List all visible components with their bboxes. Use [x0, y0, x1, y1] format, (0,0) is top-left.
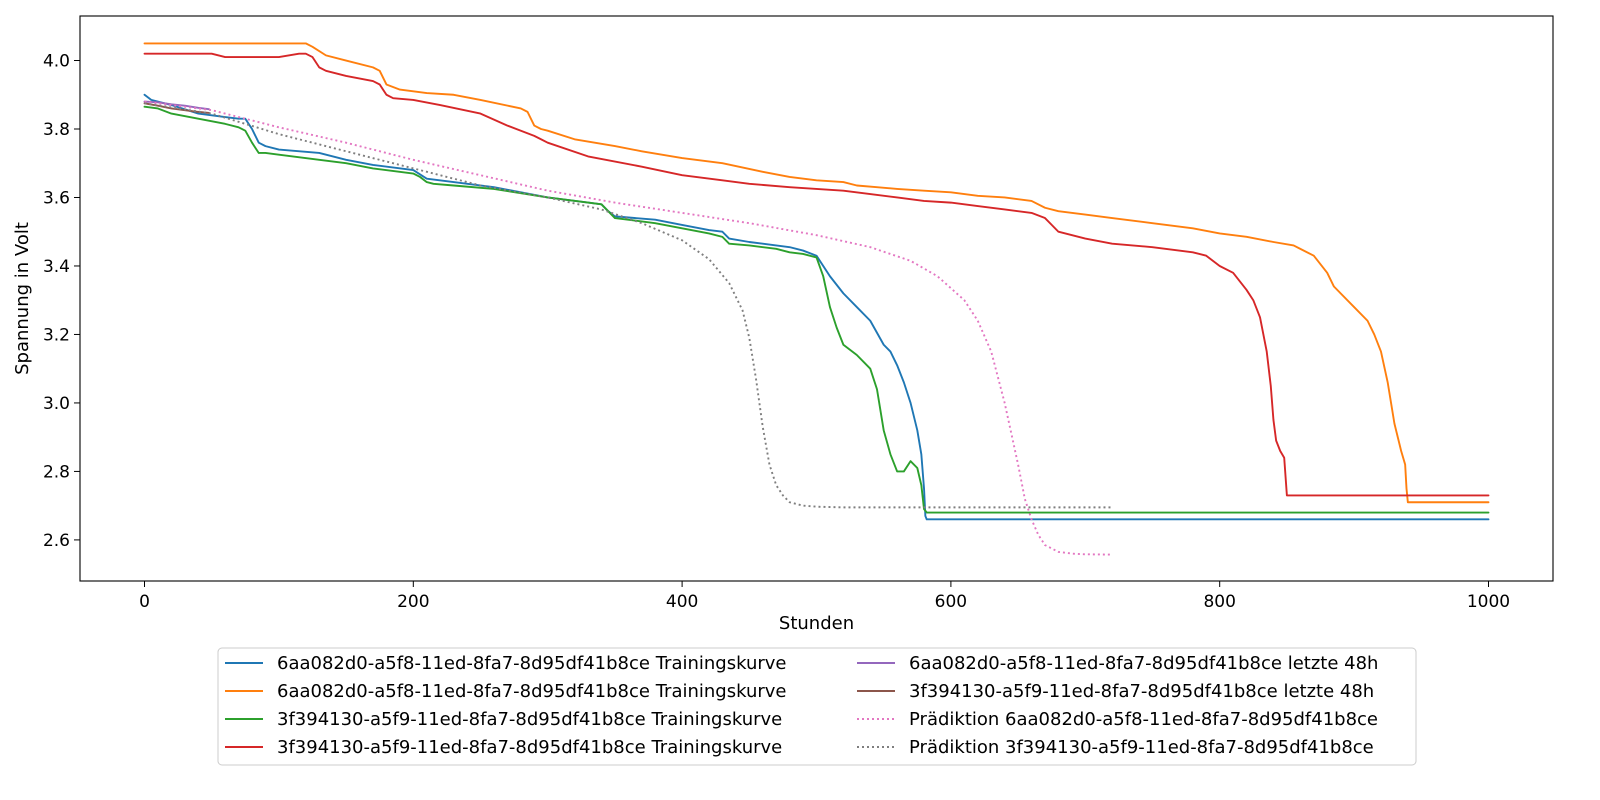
x-tick-label: 400 — [666, 592, 698, 612]
x-axis-ticks: 0 200 400 600 800 1000 — [139, 581, 1510, 612]
legend-label: 6aa082d0-a5f8-11ed-8fa7-8d95df41b8ce Tra… — [277, 681, 787, 702]
x-tick-label: 200 — [397, 592, 429, 612]
legend-label: Prädiktion 6aa082d0-a5f8-11ed-8fa7-8d95d… — [909, 709, 1378, 730]
legend-box — [217, 647, 1417, 766]
series-line-1 — [143, 93, 1490, 521]
y-tick-label: 3.2 — [43, 325, 70, 345]
series-line-8 — [144, 102, 1113, 509]
x-tick-label: 0 — [139, 592, 150, 612]
y-tick-label: 3.0 — [43, 394, 70, 414]
y-tick-label: 2.8 — [43, 462, 70, 482]
plot-frame — [79, 15, 1554, 582]
y-axis-ticks: 2.6 2.8 3.0 3.2 3.4 3.6 3.8 4.0 — [43, 52, 80, 551]
legend-label: 3f394130-a5f9-11ed-8fa7-8d95df41b8ce Tra… — [277, 737, 782, 758]
x-axis-label: Stunden — [779, 613, 854, 634]
legend-label: 3f394130-a5f9-11ed-8fa7-8d95df41b8ce let… — [909, 681, 1374, 702]
legend-label: Prädiktion 3f394130-a5f9-11ed-8fa7-8d95d… — [909, 737, 1374, 758]
series-line-3 — [143, 105, 1490, 514]
y-axis-label: Spannung in Volt — [12, 222, 33, 375]
series-lines — [143, 42, 1490, 556]
legend-label: 3f394130-a5f9-11ed-8fa7-8d95df41b8ce Tra… — [277, 709, 782, 730]
series-line-7 — [144, 100, 1113, 556]
legend: 6aa082d0-a5f8-11ed-8fa7-8d95df41b8ce Tra… — [217, 647, 1417, 766]
series-line-4 — [143, 52, 1490, 497]
y-tick-label: 2.6 — [43, 531, 70, 551]
x-tick-label: 800 — [1203, 592, 1235, 612]
y-tick-label: 3.4 — [43, 257, 70, 277]
x-tick-label: 600 — [935, 592, 967, 612]
y-tick-label: 3.8 — [43, 120, 70, 140]
series-line-2 — [143, 42, 1490, 504]
y-tick-label: 3.6 — [43, 188, 70, 208]
legend-label: 6aa082d0-a5f8-11ed-8fa7-8d95df41b8ce Tra… — [277, 653, 787, 674]
legend-label: 6aa082d0-a5f8-11ed-8fa7-8d95df41b8ce let… — [909, 653, 1378, 674]
x-tick-label: 1000 — [1467, 592, 1510, 612]
y-tick-label: 4.0 — [43, 52, 70, 72]
